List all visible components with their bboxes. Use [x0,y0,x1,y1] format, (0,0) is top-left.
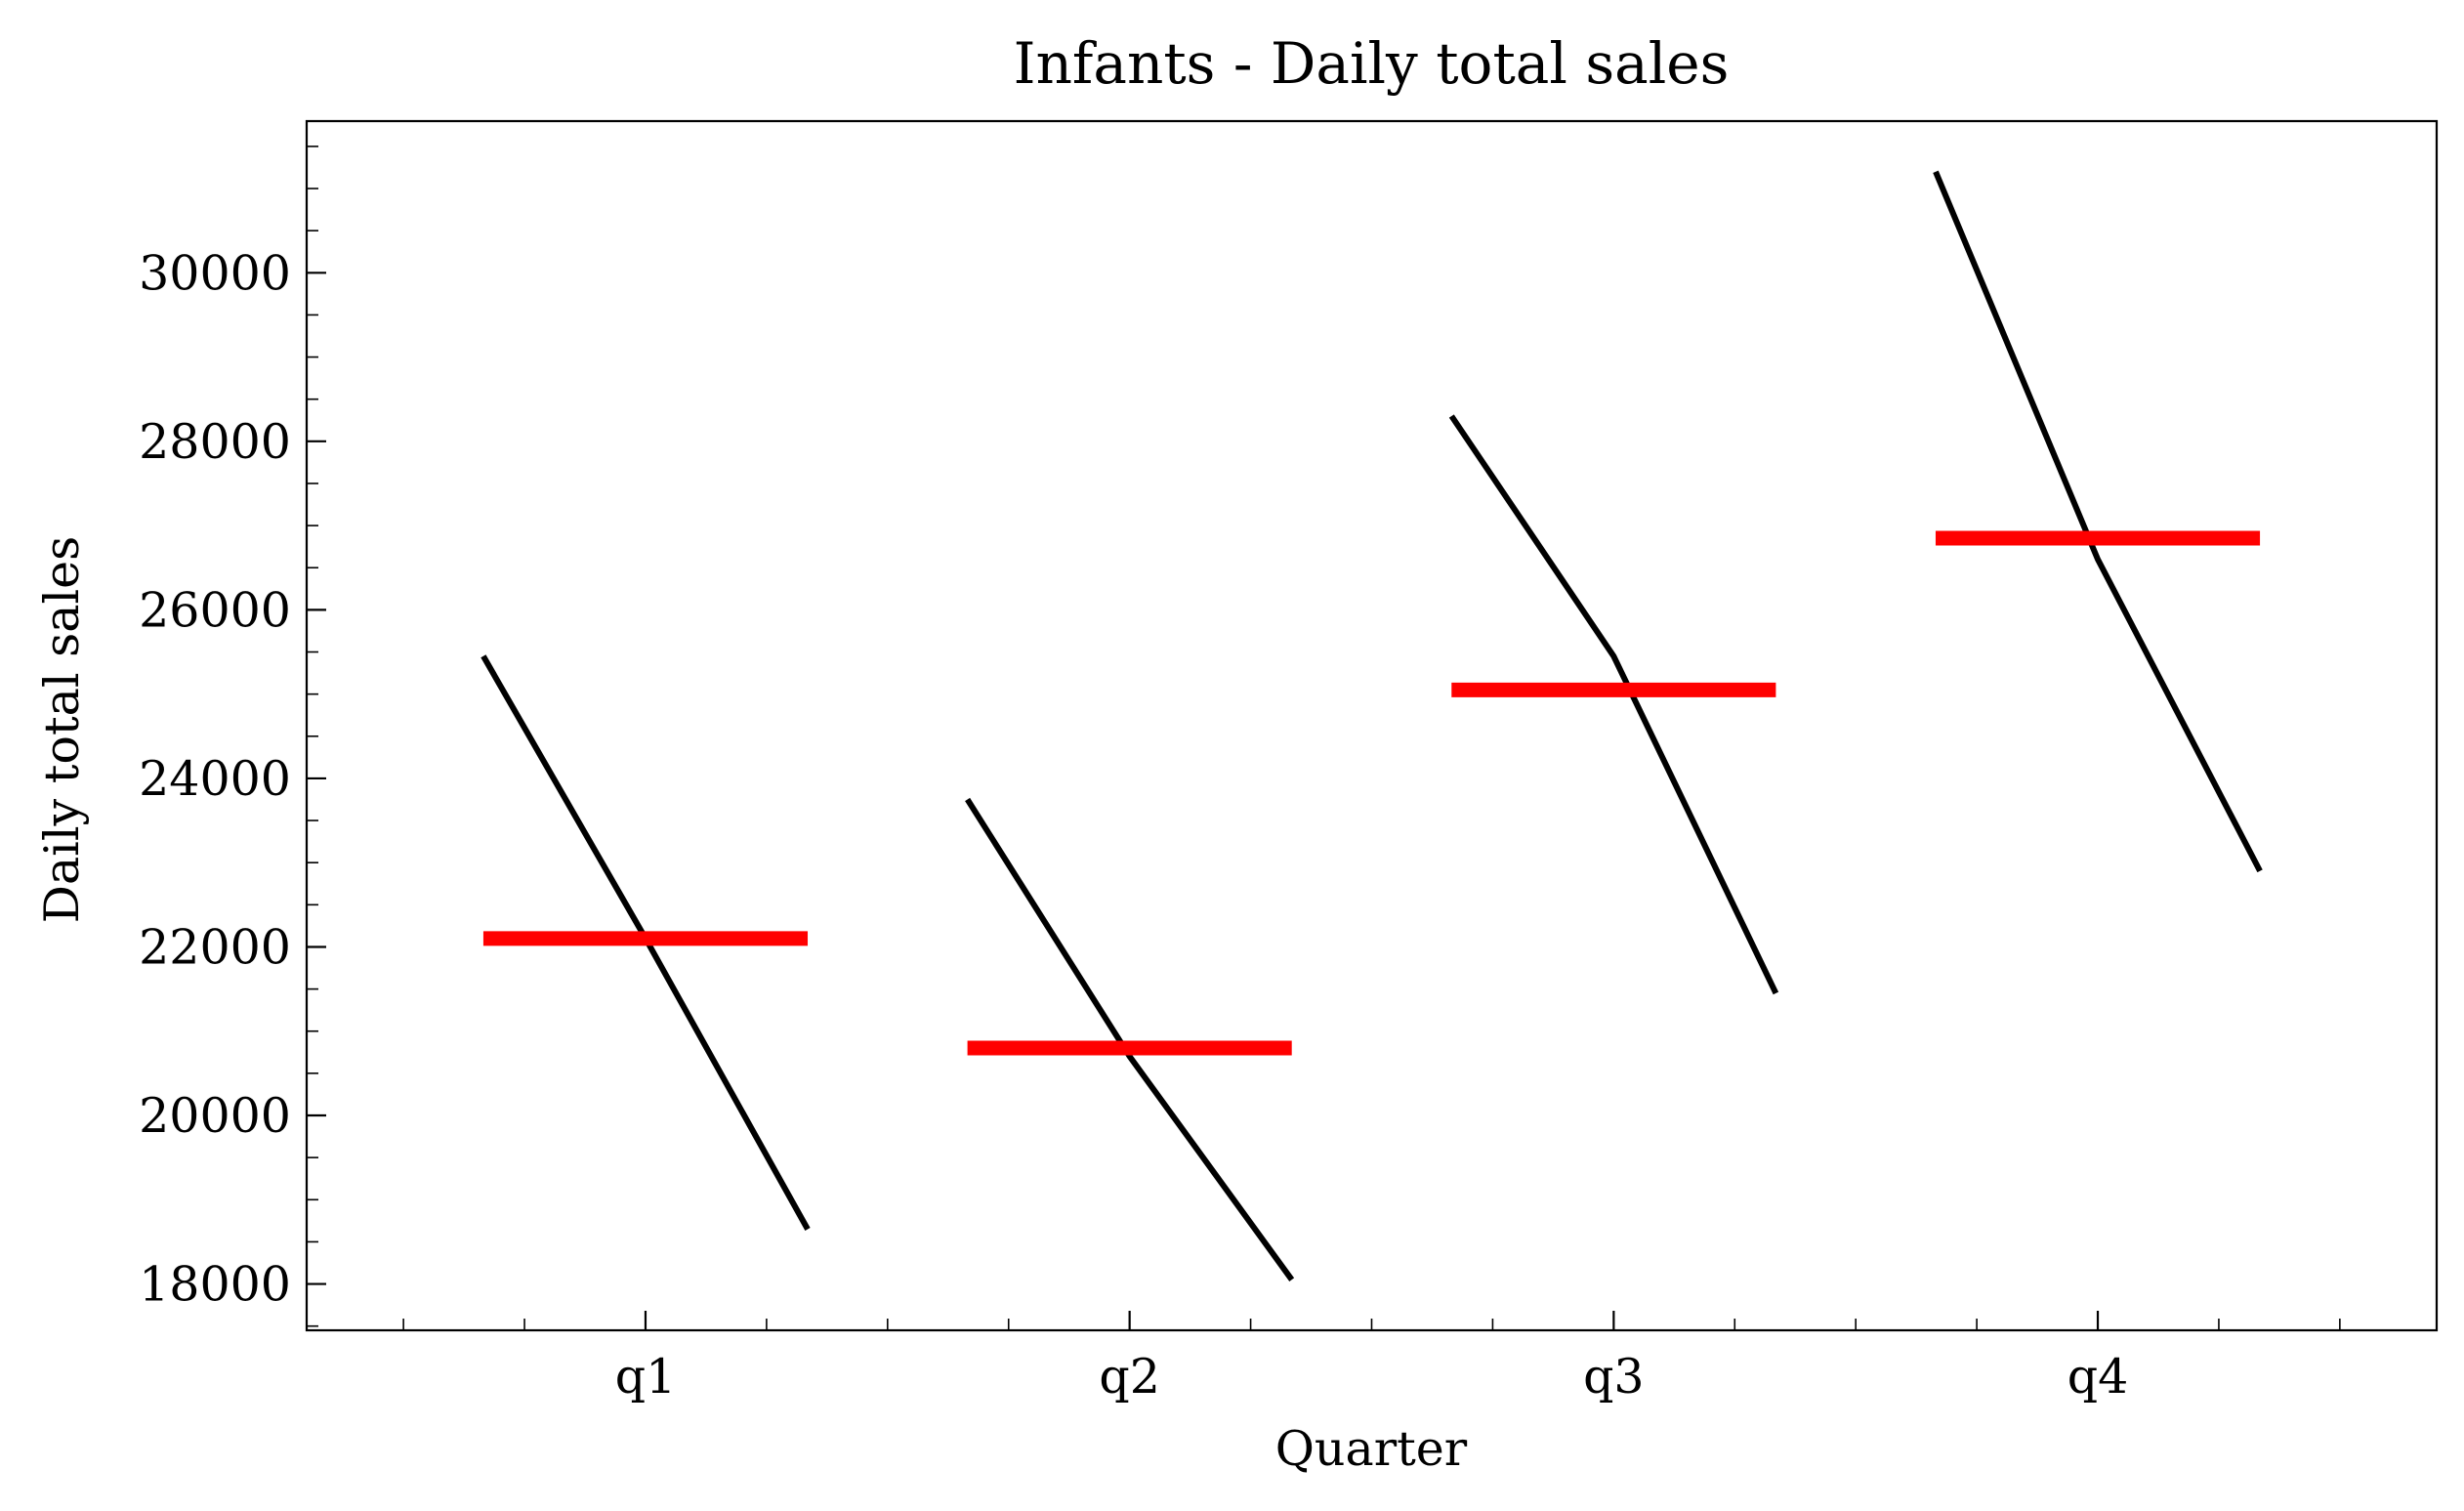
x-axis: q1 q2 q3 q4 [402,1311,2341,1405]
series-line-q2 [965,797,1295,1281]
y-tick-label: 20000 [139,1088,291,1144]
series-lines [480,170,2263,1281]
plot-area-frame [305,119,2439,1332]
y-axis: 18000 20000 22000 24000 26000 28000 30000 [139,146,326,1327]
y-tick-label: 28000 [139,414,291,470]
series-line-q4 [1933,170,2263,873]
chart-title: Infants - Daily total sales [1014,30,1730,97]
y-tick-label: 18000 [139,1257,291,1313]
y-tick-label: 24000 [139,751,291,807]
mean-bars [482,530,2261,1056]
x-tick-label: q3 [1583,1349,1645,1405]
x-tick-label: q1 [615,1349,677,1405]
y-tick-label: 26000 [139,582,291,638]
series-line-q3 [1448,414,1779,995]
x-axis-label: Quarter [1275,1421,1468,1477]
y-tick-label: 30000 [139,245,291,301]
y-tick-label: 22000 [139,919,291,975]
x-tick-label: q4 [2067,1349,2129,1405]
x-tick-label: q2 [1099,1349,1160,1405]
y-axis-label: Daily total sales [34,536,90,924]
